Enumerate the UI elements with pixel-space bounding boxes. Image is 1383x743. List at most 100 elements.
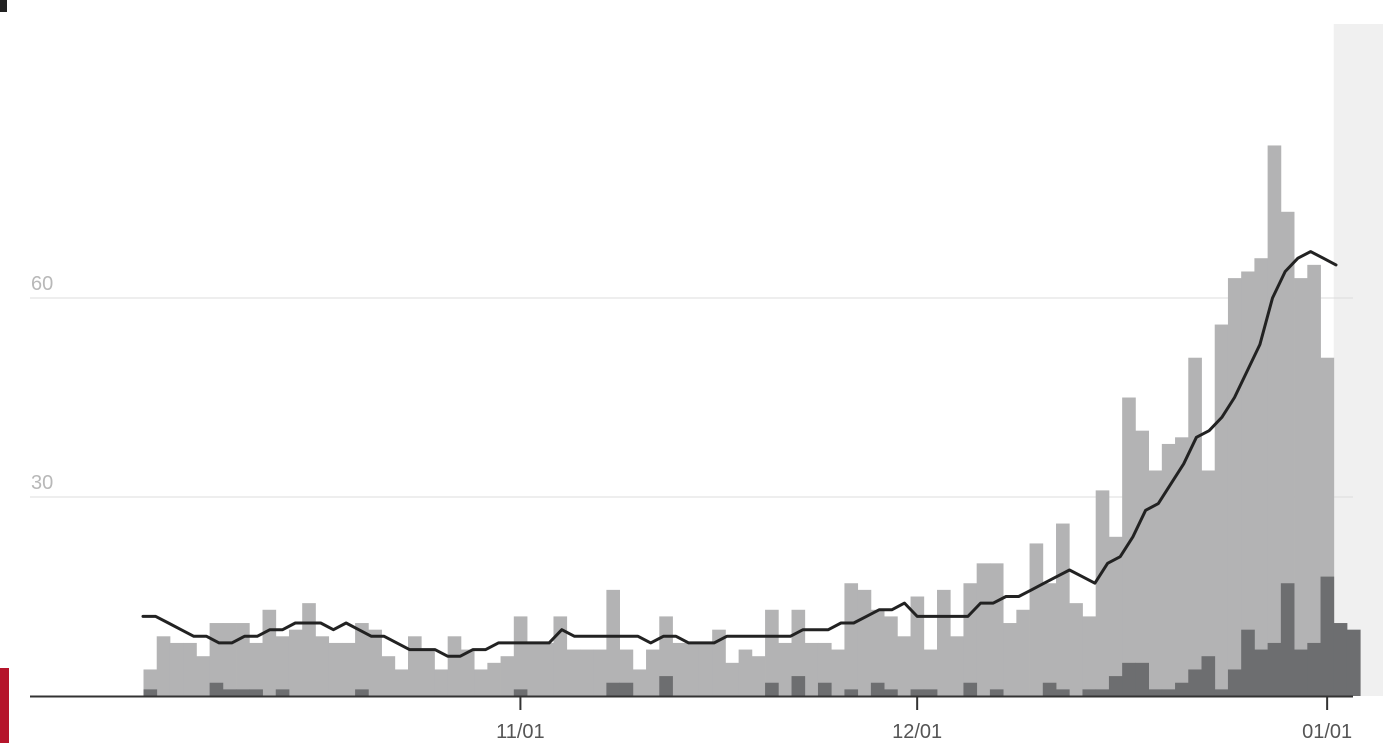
bar-total-52 xyxy=(831,649,845,696)
bar-total-67 xyxy=(1029,543,1044,696)
bar-subset-91 xyxy=(1346,629,1361,696)
bar-total-4 xyxy=(196,656,211,696)
bar-subset-68 xyxy=(1042,682,1057,696)
bar-subset-74 xyxy=(1122,662,1136,696)
bar-subset-71 xyxy=(1082,689,1097,696)
bar-subset-53 xyxy=(844,689,859,696)
bar-total-87 xyxy=(1294,278,1308,696)
bar-total-73 xyxy=(1108,536,1123,696)
bar-total-82 xyxy=(1227,278,1242,696)
bar-total-60 xyxy=(937,589,951,696)
bar-total-12 xyxy=(302,603,316,696)
bar-subset-83 xyxy=(1241,629,1255,696)
bar-total-81 xyxy=(1214,324,1229,696)
bar-subset-72 xyxy=(1095,689,1110,696)
bar-total-77 xyxy=(1161,443,1176,696)
accent-bar xyxy=(0,668,9,743)
bar-subset-73 xyxy=(1108,676,1123,696)
x-axis-ticks: 11/01 12/01 01/01 xyxy=(496,696,1352,743)
bar-subset-36 xyxy=(619,682,634,696)
bar-total-47 xyxy=(765,609,779,696)
bar-total-70 xyxy=(1069,603,1083,696)
bar-total-57 xyxy=(897,636,911,696)
bar-subset-58 xyxy=(910,689,925,696)
bar-subset-59 xyxy=(923,689,938,696)
bar-subset-76 xyxy=(1148,689,1163,696)
x-tick-label-01/01: 01/01 xyxy=(1302,721,1352,743)
bar-subset-84 xyxy=(1254,649,1269,696)
bar-total-37 xyxy=(632,669,647,696)
bar-total-64 xyxy=(989,563,1004,696)
bar-total-6 xyxy=(222,623,237,696)
bar-subset-69 xyxy=(1056,689,1070,696)
bar-total-43 xyxy=(712,629,726,696)
bar-subset-39 xyxy=(659,676,673,696)
bar-total-48 xyxy=(778,642,792,696)
bar-total-13 xyxy=(315,636,330,696)
bar-subset-10 xyxy=(275,689,290,696)
bar-subset-28 xyxy=(513,689,528,696)
bar-subset-75 xyxy=(1135,662,1149,696)
bar-subset-51 xyxy=(817,682,832,696)
bar-total-34 xyxy=(593,649,607,696)
bar-total-88 xyxy=(1307,264,1321,696)
bar-total-27 xyxy=(500,656,515,696)
bar-total-11 xyxy=(288,629,303,696)
bar-subset-88 xyxy=(1307,642,1321,696)
bar-total-46 xyxy=(751,656,766,696)
bar-total-15 xyxy=(341,642,356,696)
bar-total-75 xyxy=(1135,430,1149,696)
bar-total-3 xyxy=(183,642,197,696)
bar-subset-8 xyxy=(249,689,263,696)
bar-subset-62 xyxy=(963,682,978,696)
bar-total-79 xyxy=(1188,357,1202,696)
x-tick-label-11/01: 11/01 xyxy=(496,721,545,743)
bar-subset-80 xyxy=(1201,656,1216,696)
bar-total-26 xyxy=(487,662,501,696)
bar-subset-89 xyxy=(1320,576,1335,696)
bar-total-66 xyxy=(1016,609,1030,696)
bar-total-45 xyxy=(738,649,753,696)
bar-subset-81 xyxy=(1214,689,1229,696)
bar-total-84 xyxy=(1254,258,1269,696)
bar-total-17 xyxy=(368,629,382,696)
bar-subset-77 xyxy=(1161,689,1176,696)
highlight-band xyxy=(1333,24,1383,696)
bar-subset-0 xyxy=(143,689,158,696)
bar-subset-5 xyxy=(209,682,224,696)
bar-total-38 xyxy=(646,649,660,696)
x-tick-label-12/01: 12/01 xyxy=(892,721,942,743)
bar-total-28 xyxy=(513,616,528,696)
bar-subset-6 xyxy=(222,689,237,696)
bar-total-22 xyxy=(434,669,449,696)
bar-total-19 xyxy=(394,669,409,696)
bar-total-8 xyxy=(249,642,263,696)
bar-subset-56 xyxy=(884,689,898,696)
bar-total-65 xyxy=(1003,623,1017,696)
bar-subset-35 xyxy=(606,682,620,696)
bar-total-31 xyxy=(553,616,568,696)
bar-total-9 xyxy=(262,609,277,696)
bar-total-1 xyxy=(156,636,171,696)
bar-total-61 xyxy=(950,636,964,696)
bar-total-74 xyxy=(1122,397,1136,696)
bar-total-40 xyxy=(672,642,687,696)
bar-total-25 xyxy=(474,669,488,696)
bar-total-23 xyxy=(447,636,462,696)
bar-subset-49 xyxy=(791,676,806,696)
bar-total-71 xyxy=(1082,616,1097,696)
bar-total-55 xyxy=(870,609,885,696)
bar-total-86 xyxy=(1280,211,1295,696)
bar-subset-87 xyxy=(1294,649,1308,696)
bars-total xyxy=(143,145,1335,696)
bar-total-35 xyxy=(606,589,620,696)
bar-total-14 xyxy=(328,642,343,696)
bar-total-24 xyxy=(460,649,475,696)
bar-subset-90 xyxy=(1333,623,1348,696)
bar-total-32 xyxy=(566,649,581,696)
bar-subset-78 xyxy=(1175,682,1189,696)
bar-total-56 xyxy=(884,616,898,696)
bar-subset-85 xyxy=(1267,642,1282,696)
bars-subset xyxy=(143,576,1361,696)
bar-total-59 xyxy=(923,649,938,696)
